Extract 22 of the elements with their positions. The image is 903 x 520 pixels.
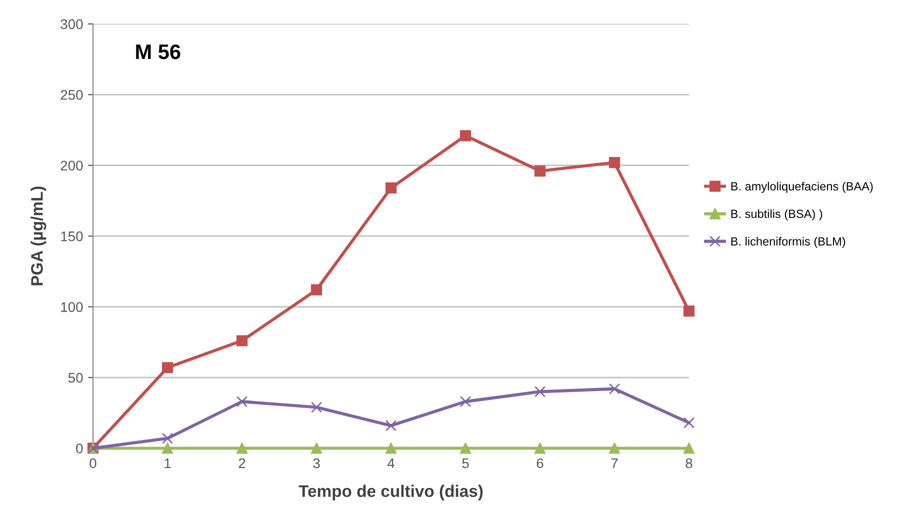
y-tick-label: 250 — [60, 90, 83, 100]
x-tick-label: 2 — [238, 458, 246, 468]
x-tick-label: 3 — [313, 458, 320, 468]
x-tick-label: 5 — [462, 458, 469, 468]
legend-label: B. subtilis (BSA) ) — [731, 209, 822, 220]
y-axis-title: PGA (µg/mL) — [30, 186, 46, 286]
x-axis-title: Tempo de cultivo (dias) — [298, 484, 483, 500]
annotation: M 56 — [136, 44, 180, 60]
x-tick-label: 0 — [90, 458, 96, 468]
x-tick-label: 8 — [686, 458, 692, 468]
legend-label: B. amyloliquefaciens (BAA) — [731, 182, 873, 193]
x-tick-label: 7 — [611, 458, 618, 468]
y-tick-label: 100 — [61, 302, 83, 312]
x-tick-label: 1 — [164, 458, 171, 468]
y-tick-label: 0 — [76, 444, 83, 454]
y-tick-label: 300 — [60, 19, 83, 30]
x-tick-label: 6 — [536, 458, 544, 468]
y-tick-label: 150 — [61, 231, 83, 242]
legend-label: B. licheniformis (BLM) — [731, 236, 846, 248]
x-tick-label: 4 — [387, 458, 394, 468]
y-tick-label: 200 — [60, 160, 83, 171]
y-tick-label: 50 — [68, 372, 83, 383]
